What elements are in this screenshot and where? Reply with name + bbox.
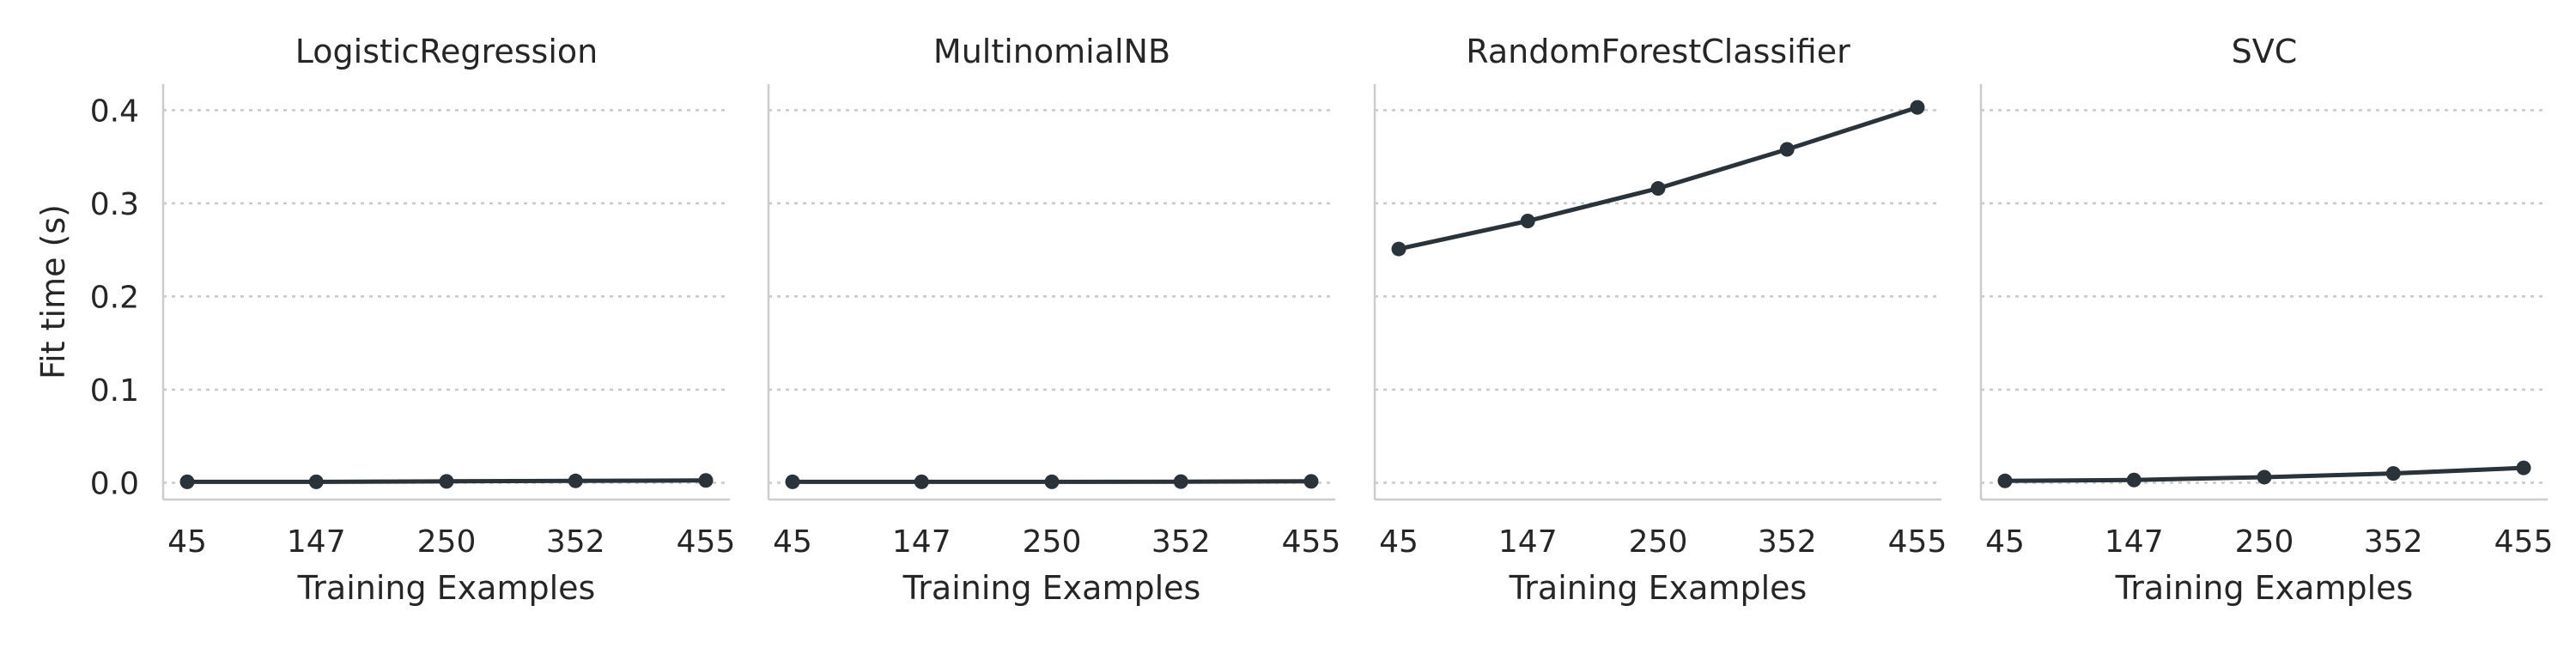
series-line xyxy=(1396,105,1920,251)
data-point xyxy=(1910,100,1925,115)
x-tick-label: 45 xyxy=(167,524,207,560)
x-axis-label: Training Examples xyxy=(2115,569,2414,607)
x-tick-label: 455 xyxy=(1282,524,1341,560)
x-tick-label: 147 xyxy=(892,524,951,560)
panel-title: SVC xyxy=(2232,33,2298,70)
x-axis-label: Training Examples xyxy=(1509,569,1807,607)
x-tick-label: 250 xyxy=(1629,524,1688,560)
data-point xyxy=(785,474,800,489)
x-tick-label: 352 xyxy=(2364,524,2423,560)
x-tick-label: 147 xyxy=(1498,524,1558,560)
data-point xyxy=(1997,473,2013,488)
y-axis-label: Fit time (s) xyxy=(34,204,72,379)
x-tick-label: 45 xyxy=(1985,524,2025,560)
panel-title: LogisticRegression xyxy=(295,33,598,70)
y-tick-label: 0.3 xyxy=(90,187,139,222)
x-tick-label: 455 xyxy=(677,524,736,560)
x-tick-label: 352 xyxy=(1758,524,1817,560)
data-point xyxy=(1650,181,1666,197)
data-point xyxy=(2516,460,2531,475)
data-point xyxy=(568,473,583,488)
y-tick-label: 0.1 xyxy=(90,373,139,409)
data-point xyxy=(1303,474,1319,489)
panel-title: MultinomialNB xyxy=(933,33,1170,70)
x-tick-label: 352 xyxy=(1151,524,1211,560)
data-point xyxy=(439,474,454,489)
data-point xyxy=(1044,474,1060,489)
data-point xyxy=(1520,214,1535,229)
data-point xyxy=(914,474,929,489)
data-point xyxy=(1779,142,1795,157)
data-point xyxy=(308,474,324,489)
x-tick-label: 147 xyxy=(287,524,346,560)
x-tick-label: 352 xyxy=(546,524,605,560)
x-tick-label: 250 xyxy=(2235,524,2294,560)
x-tick-label: 147 xyxy=(2105,524,2164,560)
data-point xyxy=(1391,241,1406,257)
y-tick-label: 0.0 xyxy=(90,466,139,501)
x-tick-label: 250 xyxy=(417,524,477,560)
data-point xyxy=(698,473,714,488)
x-tick-label: 45 xyxy=(773,524,812,560)
data-point xyxy=(2257,469,2272,485)
x-tick-label: 455 xyxy=(1888,524,1947,560)
data-point xyxy=(2385,466,2401,481)
y-tick-label: 0.4 xyxy=(90,94,139,129)
panel-title: RandomForestClassifier xyxy=(1466,33,1850,70)
x-tick-label: 455 xyxy=(2494,524,2554,560)
data-point xyxy=(2126,472,2142,488)
x-axis-label: Training Examples xyxy=(297,569,596,607)
x-tick-label: 45 xyxy=(1379,524,1419,560)
x-axis-label: Training Examples xyxy=(902,569,1201,607)
data-point xyxy=(179,474,195,489)
y-tick-label: 0.2 xyxy=(90,280,139,315)
data-point xyxy=(1173,474,1188,489)
x-tick-label: 250 xyxy=(1023,524,1082,560)
